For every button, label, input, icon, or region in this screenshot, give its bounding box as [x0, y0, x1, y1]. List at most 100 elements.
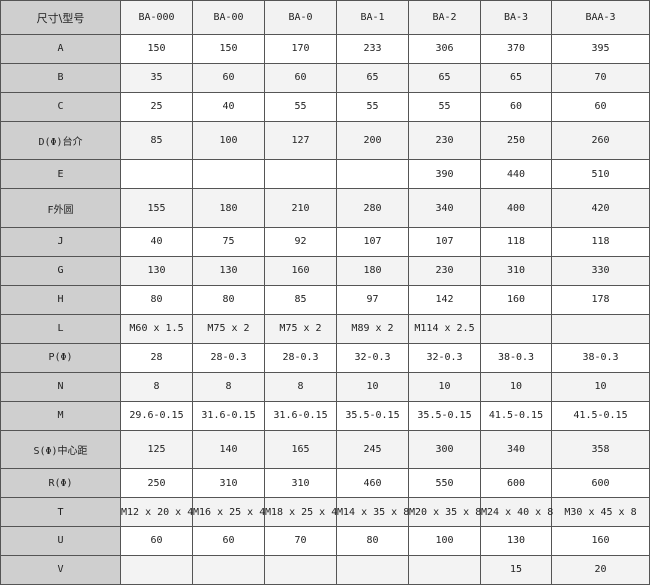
table-cell: 155 [120, 188, 193, 228]
table-cell: 400 [480, 188, 552, 228]
table-cell: 107 [408, 226, 481, 257]
table-cell: 100 [192, 120, 265, 161]
table-row: S(Φ)中心距 125 140 165 245 300 340 358 [0, 429, 650, 470]
table-row: F外圆 155 180 210 280 340 400 420 [0, 188, 650, 228]
table-cell: 140 [192, 429, 265, 470]
table-cell: 65 [408, 62, 481, 93]
table-cell: 10 [480, 371, 552, 402]
row-label-cell: F外圆 [0, 188, 121, 228]
table-cell: 75 [192, 226, 265, 257]
table-cell: 180 [336, 255, 409, 286]
table-cell: 200 [336, 120, 409, 161]
table-row: T M12 x 20 x 4 M16 x 25 x 4 M18 x 25 x 4 M14… [0, 497, 650, 527]
table-row: E 390 440 510 [0, 159, 650, 190]
header-cell: BA-000 [120, 0, 193, 35]
table-cell: 130 [192, 255, 265, 286]
table-cell: 390 [408, 159, 481, 190]
table-cell: 70 [551, 62, 650, 93]
table-cell: 210 [264, 188, 337, 228]
table-cell: 85 [120, 120, 193, 161]
header-cell: BA-1 [336, 0, 409, 35]
table-cell: 28-0.3 [192, 342, 265, 373]
table-cell: 60 [264, 62, 337, 93]
table-cell: 550 [408, 468, 481, 499]
table-cell: 60 [120, 525, 193, 556]
row-label-cell: C [0, 91, 121, 122]
row-label-cell: R(Φ) [0, 468, 121, 499]
table-cell: 130 [480, 525, 552, 556]
row-label-cell: S(Φ)中心距 [0, 429, 121, 470]
table-cell: 330 [551, 255, 650, 286]
table-cell: 233 [336, 34, 409, 64]
row-label-cell: L [0, 313, 121, 344]
table-cell: 130 [120, 255, 193, 286]
row-label-cell: U [0, 525, 121, 556]
header-corner-cell: 尺寸\型号 [0, 0, 121, 35]
row-label-cell: A [0, 34, 121, 64]
table-cell: 358 [551, 429, 650, 470]
table-cell: 28-0.3 [264, 342, 337, 373]
table-cell: M60 x 1.5 [120, 313, 193, 344]
table-cell: 600 [551, 468, 650, 499]
table-cell: 510 [551, 159, 650, 190]
header-cell: BA-3 [480, 0, 552, 35]
table-row: M 29.6-0.15 31.6-0.15 31.6-0.15 35.5-0.15 35.… [0, 400, 650, 431]
table-cell: 250 [120, 468, 193, 499]
table-cell: 280 [336, 188, 409, 228]
table-row: V 15 20 [0, 554, 650, 586]
table-cell: 97 [336, 284, 409, 315]
table-row: H 80 80 85 97 142 160 178 [0, 284, 650, 315]
table-cell: 160 [551, 525, 650, 556]
table-cell: 55 [336, 91, 409, 122]
table-cell: 60 [551, 91, 650, 122]
table-cell: 10 [551, 371, 650, 402]
table-cell: 300 [408, 429, 481, 470]
table-cell: 80 [192, 284, 265, 315]
table-cell: 80 [336, 525, 409, 556]
table-cell: 40 [192, 91, 265, 122]
table-row: L M60 x 1.5 M75 x 2 M75 x 2 M89 x 2 M114 x 2.… [0, 313, 650, 344]
table-row: N 8 8 8 10 10 10 10 [0, 371, 650, 402]
table-cell: 70 [264, 525, 337, 556]
table-cell: M114 x 2.5 [408, 313, 481, 344]
table-cell: 370 [480, 34, 552, 64]
table-cell [264, 554, 337, 586]
table-cell: 340 [480, 429, 552, 470]
table-cell: 160 [264, 255, 337, 286]
table-cell: 31.6-0.15 [264, 400, 337, 431]
table-cell: 460 [336, 468, 409, 499]
table-cell: 41.5-0.15 [480, 400, 552, 431]
table-cell: 60 [192, 62, 265, 93]
table-row: P(Φ) 28 28-0.3 28-0.3 32-0.3 32-0.3 38-0.3 38-0… [0, 342, 650, 373]
table-cell: 395 [551, 34, 650, 64]
table-cell: 180 [192, 188, 265, 228]
table-cell: 35 [120, 62, 193, 93]
table-cell: 127 [264, 120, 337, 161]
table-cell [336, 159, 409, 190]
table-cell [408, 554, 481, 586]
header-cell: BAA-3 [551, 0, 650, 35]
table-cell: 150 [192, 34, 265, 64]
table-cell: 150 [120, 34, 193, 64]
table-row: U 60 60 70 80 100 130 160 [0, 525, 650, 556]
table-cell: 38-0.3 [551, 342, 650, 373]
table-cell: 100 [408, 525, 481, 556]
header-row: 尺寸\型号 BA-000 BA-00 BA-0 BA-1 BA-2 BA-3 BAA-3 [0, 0, 650, 35]
table-cell: 165 [264, 429, 337, 470]
row-label-cell: H [0, 284, 121, 315]
table-cell: 440 [480, 159, 552, 190]
table-cell: 142 [408, 284, 481, 315]
table-cell [192, 159, 265, 190]
header-cell: BA-0 [264, 0, 337, 35]
header-cell: BA-2 [408, 0, 481, 35]
row-label-cell: J [0, 226, 121, 257]
row-label-cell: T [0, 497, 121, 527]
table-cell: M12 x 20 x 4 [120, 497, 193, 527]
table-cell: 178 [551, 284, 650, 315]
table-row: R(Φ) 250 310 310 460 550 600 600 [0, 468, 650, 499]
table-cell: M89 x 2 [336, 313, 409, 344]
table-cell: 32-0.3 [336, 342, 409, 373]
table-cell: 35.5-0.15 [336, 400, 409, 431]
row-label-cell: B [0, 62, 121, 93]
table-cell [192, 554, 265, 586]
